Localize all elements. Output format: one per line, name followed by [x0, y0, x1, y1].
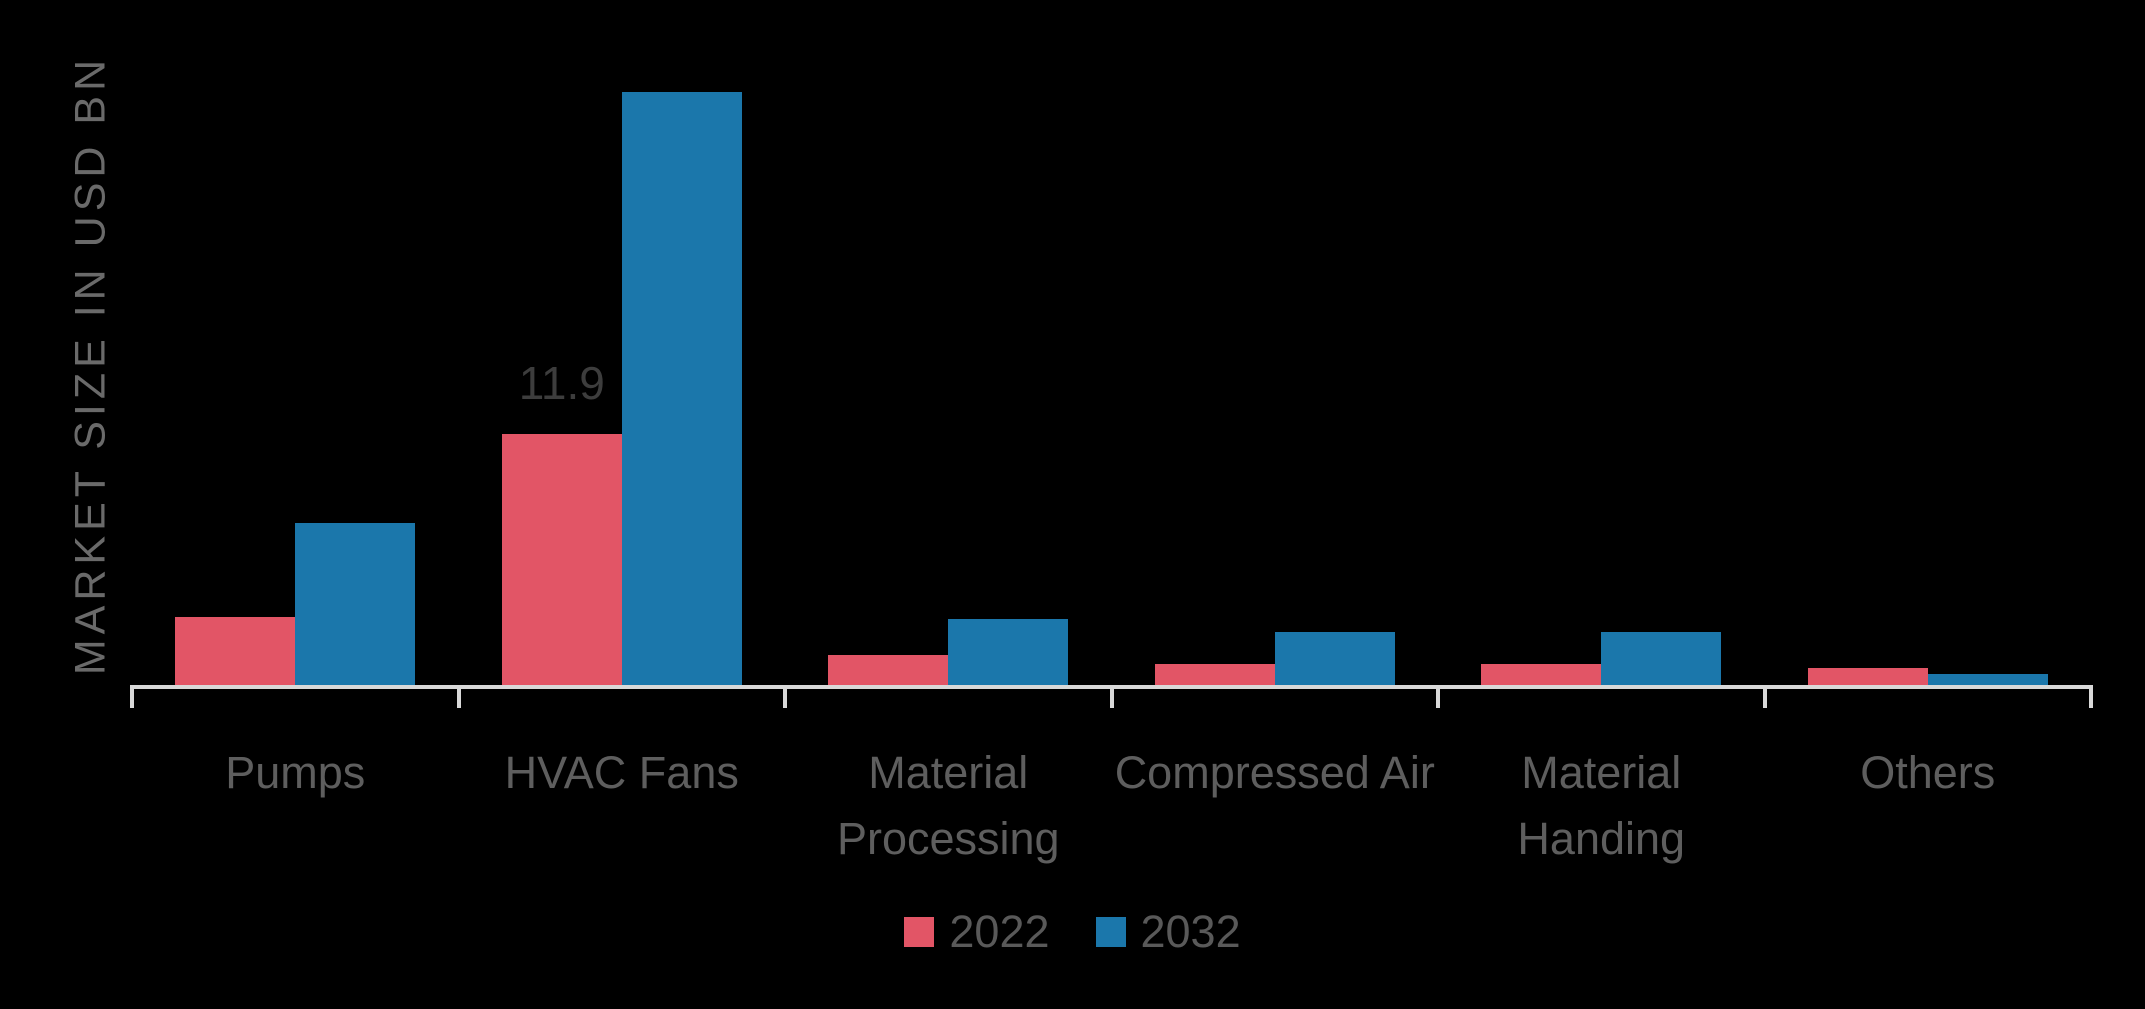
y-axis-title: MARKET SIZE IN USD BN [66, 54, 115, 676]
x-axis-tick [1436, 685, 1440, 708]
bar-2022-pumps [175, 616, 296, 687]
legend-label-2022: 2022 [949, 906, 1050, 957]
bar-2022-material-handing [1481, 663, 1602, 687]
category-label-material-processing: Material Processing [836, 747, 1060, 864]
bar-2022-compressed-air [1154, 663, 1275, 687]
bar-2022-others [1807, 667, 1928, 687]
bar-2032-others [1927, 674, 2048, 687]
bar-2032-material-handing [1601, 631, 1722, 687]
x-axis-tick [783, 685, 787, 708]
bar-2032-hvac-fans [621, 92, 742, 687]
bar-2022-hvac-fans [501, 434, 622, 687]
category-label-hvac-fans: HVAC Fans [504, 747, 739, 798]
legend-label-2032: 2032 [1140, 906, 1241, 957]
bar-2032-material-processing [948, 619, 1069, 687]
data-label: 11.9 [518, 357, 605, 410]
x-axis-tick [130, 685, 134, 708]
category-label-pumps: Pumps [225, 747, 366, 798]
bar-2032-compressed-air [1274, 631, 1395, 687]
category-label-compressed-air: Compressed Air [1114, 747, 1435, 798]
plot-area: 11.9 [132, 92, 2091, 687]
category-label-material-handing: Material Handing [1517, 747, 1686, 864]
legend-swatch-2022 [904, 917, 935, 947]
bar-2032-pumps [295, 523, 416, 687]
legend-item-2032: 2032 [1095, 904, 1241, 960]
x-axis-tick [2089, 685, 2093, 708]
legend: 2022 2032 [0, 904, 2145, 960]
x-axis-tick [1109, 685, 1114, 708]
bar-2022-material-processing [828, 655, 949, 687]
legend-swatch-2032 [1095, 917, 1126, 947]
category-label-others: Others [1860, 747, 1996, 798]
legend-item-2022: 2022 [904, 904, 1050, 960]
x-axis-tick [456, 685, 461, 708]
x-axis-tick [1762, 685, 1767, 708]
